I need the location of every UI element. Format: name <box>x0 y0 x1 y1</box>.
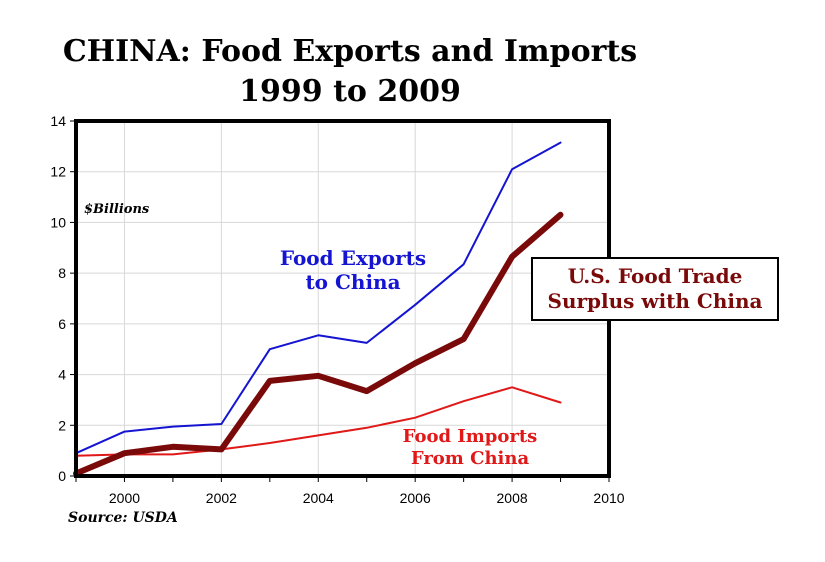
y-tick-label-10: 10 <box>50 214 66 230</box>
plot-frame <box>74 119 611 478</box>
y-tick-label-0: 0 <box>58 468 66 484</box>
y-tick-label-8: 8 <box>58 265 66 281</box>
legend-surplus-box: U.S. Food Trade Surplus with China <box>531 257 779 321</box>
source-note: Source: USDA <box>68 510 178 526</box>
x-tick-label-2008: 2008 <box>497 490 528 506</box>
series-line-surplus <box>73 211 564 477</box>
y-tick-label-14: 14 <box>50 113 66 129</box>
y-tick-label-12: 12 <box>50 164 66 180</box>
legend-surplus-line2: Surplus with China <box>547 289 763 313</box>
y-tick-label-4: 4 <box>58 367 66 383</box>
chart-title-line1: CHINA: Food Exports and Imports <box>62 34 638 69</box>
series-lines <box>73 141 564 477</box>
legend-surplus-line1: U.S. Food Trade <box>567 264 743 288</box>
series-line-exports <box>75 141 562 455</box>
legend-exports-line2: to China <box>305 270 401 294</box>
series-line-imports <box>75 386 562 457</box>
y-tick-label-6: 6 <box>58 316 66 332</box>
chart-title-line2: 1999 to 2009 <box>239 74 461 109</box>
grid-lines <box>76 120 610 477</box>
x-tick-label-2000: 2000 <box>109 490 140 506</box>
units-label: $Billions <box>84 202 150 217</box>
x-tick-label-2010: 2010 <box>593 490 624 506</box>
x-tick-label-2004: 2004 <box>303 490 334 506</box>
legend-exports-line1: Food Exports <box>279 246 427 270</box>
legend-imports-line2: From China <box>410 447 530 469</box>
x-tick-label-2002: 2002 <box>206 490 237 506</box>
axis-ticks: 0 2 4 6 8 10 12 14 2000 2002 2004 2006 2008 2010 <box>50 113 624 506</box>
legend-imports: Food Imports From China <box>385 426 555 469</box>
legend-exports: Food Exports to China <box>258 246 448 294</box>
legend-imports-line1: Food Imports <box>402 426 538 447</box>
x-tick-label-2006: 2006 <box>400 490 431 506</box>
y-tick-label-2: 2 <box>58 417 66 433</box>
